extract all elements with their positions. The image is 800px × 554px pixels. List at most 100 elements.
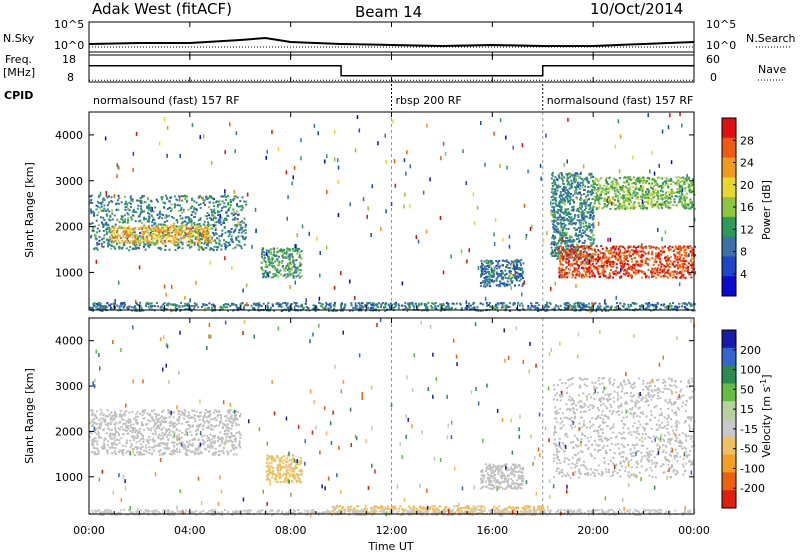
scatter-point bbox=[236, 203, 238, 206]
scatter-point bbox=[606, 264, 609, 267]
scatter-point bbox=[165, 229, 168, 232]
scatter-point bbox=[109, 228, 112, 231]
scatter-point bbox=[200, 241, 203, 244]
scatter-point bbox=[549, 302, 552, 305]
scatter-point bbox=[204, 204, 206, 206]
scatter-point bbox=[532, 306, 535, 309]
scatter-point bbox=[612, 273, 615, 275]
scatter-point bbox=[647, 269, 650, 271]
scatter-point bbox=[118, 242, 121, 245]
scatter-point bbox=[116, 229, 119, 232]
scatter-point bbox=[482, 285, 485, 288]
scatter-point bbox=[651, 177, 654, 180]
scatter-point bbox=[561, 267, 564, 270]
scatter-point bbox=[589, 247, 592, 250]
scatter-point bbox=[169, 206, 172, 209]
scatter-point bbox=[566, 198, 569, 200]
scatter-point bbox=[670, 307, 673, 310]
scatter-point bbox=[201, 303, 204, 306]
scatter-point bbox=[560, 173, 563, 176]
scatter-point bbox=[623, 255, 626, 258]
scatter-point bbox=[505, 264, 508, 267]
scatter-point bbox=[632, 177, 635, 180]
scatter-point bbox=[585, 261, 588, 264]
scatter-point bbox=[147, 209, 150, 212]
scatter-point bbox=[171, 303, 174, 306]
scatter-point bbox=[127, 219, 129, 222]
scatter-point bbox=[117, 208, 120, 211]
scatter-point bbox=[598, 265, 601, 268]
scatter-point bbox=[154, 227, 157, 230]
scatter-point bbox=[599, 186, 602, 189]
scatter-point bbox=[132, 214, 134, 217]
scatter-point bbox=[182, 195, 185, 198]
scatter-point bbox=[585, 251, 588, 254]
scatter-point bbox=[121, 240, 124, 243]
scatter-point bbox=[631, 197, 634, 199]
scatter-point bbox=[435, 307, 438, 310]
scatter-point bbox=[161, 225, 164, 228]
scatter-point bbox=[175, 225, 178, 228]
scatter-point bbox=[559, 200, 561, 203]
scatter-point bbox=[197, 238, 200, 241]
scatter-point bbox=[579, 252, 582, 255]
scatter-point bbox=[102, 225, 105, 227]
scatter-point bbox=[159, 223, 162, 226]
scatter-point bbox=[493, 273, 496, 276]
scatter-point bbox=[491, 274, 494, 277]
scatter-point bbox=[110, 308, 113, 310]
scatter-point bbox=[569, 217, 572, 220]
scatter-point bbox=[574, 307, 577, 309]
scatter-point bbox=[182, 208, 185, 211]
scatter-point bbox=[661, 184, 664, 187]
scatter-point bbox=[97, 302, 100, 305]
scatter-point bbox=[638, 245, 641, 248]
scatter-point bbox=[141, 222, 144, 225]
scatter-point bbox=[585, 268, 588, 271]
scatter-point bbox=[344, 303, 347, 306]
scatter-point bbox=[619, 255, 622, 258]
scatter-point bbox=[588, 226, 591, 229]
scatter-point bbox=[113, 245, 116, 248]
scatter-point bbox=[677, 182, 680, 185]
scatter-point bbox=[598, 258, 601, 261]
scatter-point bbox=[553, 227, 556, 230]
scatter-point bbox=[181, 237, 184, 240]
scatter-point bbox=[558, 240, 560, 243]
scatter-point bbox=[169, 210, 172, 212]
scatter-point bbox=[257, 308, 260, 311]
scatter-point bbox=[687, 203, 689, 206]
scatter-point bbox=[125, 247, 128, 250]
scatter-point bbox=[552, 195, 555, 198]
scatter-point bbox=[204, 215, 207, 217]
scatter-point bbox=[622, 197, 625, 200]
scatter-point bbox=[565, 211, 568, 214]
scatter-point bbox=[505, 272, 508, 275]
scatter-point bbox=[527, 305, 530, 307]
scatter-point bbox=[579, 173, 582, 176]
scatter-point bbox=[500, 270, 503, 273]
scatter-point bbox=[590, 269, 593, 272]
scatter-point bbox=[118, 247, 121, 250]
scatter-point bbox=[571, 222, 574, 225]
scatter-point bbox=[360, 306, 363, 309]
scatter-point bbox=[622, 181, 625, 184]
scatter-point bbox=[616, 308, 618, 311]
scatter-point bbox=[647, 258, 650, 261]
scatter-point bbox=[625, 272, 628, 275]
scatter-point bbox=[688, 177, 691, 180]
scatter-point bbox=[608, 250, 611, 253]
scatter-point bbox=[598, 250, 601, 253]
scatter-point bbox=[647, 193, 650, 196]
scatter-point bbox=[530, 305, 533, 308]
scatter-point bbox=[333, 157, 336, 162]
scatter-point bbox=[128, 234, 131, 237]
scatter-point bbox=[563, 186, 565, 188]
scatter-point bbox=[551, 210, 554, 213]
scatter-point bbox=[146, 236, 149, 239]
scatter-point bbox=[124, 226, 127, 229]
scatter-point bbox=[580, 303, 583, 306]
scatter-point bbox=[597, 183, 600, 186]
scatter-point bbox=[240, 231, 243, 234]
scatter-point bbox=[110, 306, 113, 309]
